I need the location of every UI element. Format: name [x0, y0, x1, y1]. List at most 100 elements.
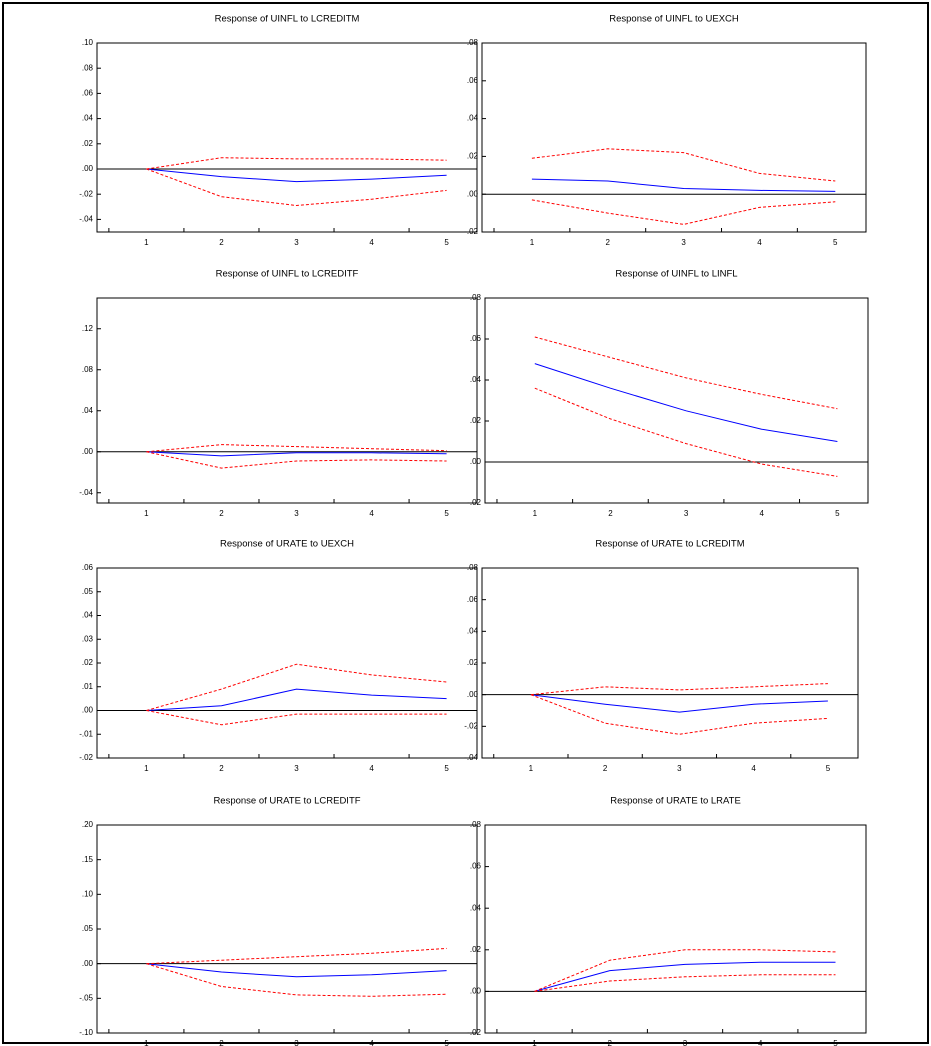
y-tick-label: .01	[82, 682, 94, 691]
response-line	[534, 363, 838, 442]
chart-title: Response of UINFL to LCREDITF	[216, 269, 359, 280]
x-tick-label: 4	[369, 509, 374, 518]
y-tick-label: .08	[470, 293, 482, 302]
y-tick-label: .20	[82, 820, 94, 829]
y-tick-label: .02	[467, 658, 479, 667]
y-tick-label: .00	[467, 690, 479, 699]
y-tick-label: .00	[82, 164, 94, 173]
y-tick-label: .04	[470, 375, 482, 384]
y-tick-label: .08	[82, 365, 94, 374]
x-tick-label: 4	[758, 1039, 763, 1046]
y-tick-label: .12	[82, 324, 94, 333]
band-line	[534, 974, 836, 992]
y-tick-label: .08	[470, 820, 482, 829]
x-tick-label: 3	[684, 509, 689, 518]
chart-title: Response of URATE to LRATE	[610, 796, 741, 807]
x-tick-label: 5	[444, 1039, 449, 1046]
y-tick-label: .02	[470, 945, 482, 954]
response-line	[146, 168, 447, 183]
response-line	[146, 451, 447, 457]
x-tick-label: 5	[444, 509, 449, 518]
x-tick-label: 5	[826, 764, 831, 773]
x-tick-label: 3	[294, 238, 299, 247]
x-tick-label: 5	[833, 238, 838, 247]
band-line	[534, 949, 836, 992]
y-tick-label: -.04	[79, 215, 93, 224]
y-tick-label: .00	[470, 457, 482, 466]
band-line	[146, 963, 447, 997]
x-tick-label: 1	[533, 509, 538, 518]
x-tick-label: 1	[144, 1039, 149, 1046]
y-tick-label: .06	[470, 862, 482, 871]
response-line	[146, 963, 447, 978]
y-tick-label: .02	[467, 152, 479, 161]
x-tick-label: 5	[835, 509, 840, 518]
chart-title: Response of URATE to UEXCH	[220, 539, 354, 550]
response-line	[146, 688, 447, 711]
band-line	[531, 199, 836, 225]
x-tick-label: 5	[833, 1039, 838, 1046]
x-tick-label: 4	[759, 509, 764, 518]
y-tick-label: .06	[82, 563, 94, 572]
y-tick-label: .06	[470, 334, 482, 343]
y-tick-label: .08	[467, 563, 479, 572]
band-line	[531, 148, 836, 182]
x-tick-label: 2	[603, 764, 608, 773]
x-tick-label: 4	[369, 238, 374, 247]
x-tick-label: 2	[608, 1039, 613, 1046]
y-tick-label: .00	[470, 987, 482, 996]
plot-area	[96, 42, 478, 233]
y-tick-label: .02	[470, 416, 482, 425]
y-tick-label: .02	[82, 139, 94, 148]
x-tick-label: 2	[219, 764, 224, 773]
plot-area	[484, 824, 867, 1034]
x-tick-label: 2	[606, 238, 611, 247]
y-tick-label: .00	[82, 706, 94, 715]
y-tick-label: -.02	[467, 498, 481, 507]
y-tick-label: .10	[82, 889, 94, 898]
x-tick-label: 1	[529, 764, 534, 773]
response-line	[531, 178, 836, 192]
x-tick-label: 1	[144, 238, 149, 247]
y-tick-label: .02	[82, 658, 94, 667]
x-tick-label: 2	[219, 238, 224, 247]
x-tick-label: 3	[681, 238, 686, 247]
band-line	[146, 663, 447, 711]
y-tick-label: -.04	[79, 488, 93, 497]
band-line	[146, 947, 447, 965]
x-tick-label: 2	[608, 509, 613, 518]
y-tick-label: -.05	[79, 993, 93, 1002]
band-line	[146, 451, 447, 469]
x-tick-label: 4	[751, 764, 756, 773]
plot-area	[484, 297, 869, 504]
x-tick-label: 1	[532, 1039, 537, 1046]
y-tick-label: .03	[82, 634, 94, 643]
y-tick-label: -.02	[464, 721, 478, 730]
y-tick-label: .05	[82, 587, 94, 596]
y-tick-label: .04	[470, 903, 482, 912]
y-tick-label: .15	[82, 855, 94, 864]
y-tick-label: .04	[467, 626, 479, 635]
y-tick-label: .00	[467, 189, 479, 198]
band-line	[146, 444, 447, 453]
x-tick-label: 1	[144, 509, 149, 518]
y-tick-label: .06	[467, 595, 479, 604]
x-tick-label: 4	[369, 764, 374, 773]
y-tick-label: .05	[82, 924, 94, 933]
y-tick-label: .04	[82, 406, 94, 415]
response-line	[530, 694, 828, 713]
plot-area	[481, 42, 867, 233]
x-tick-label: 4	[757, 238, 762, 247]
x-tick-label: 4	[369, 1039, 374, 1046]
chart-title: Response of URATE to LCREDITM	[595, 539, 744, 550]
band-line	[146, 157, 447, 170]
x-tick-label: 2	[219, 1039, 224, 1046]
band-line	[534, 387, 838, 477]
x-tick-label: 3	[294, 509, 299, 518]
chart-title: Response of UINFL to LINFL	[615, 269, 737, 280]
x-tick-label: 1	[530, 238, 535, 247]
y-tick-label: .04	[82, 611, 94, 620]
x-tick-label: 2	[219, 509, 224, 518]
